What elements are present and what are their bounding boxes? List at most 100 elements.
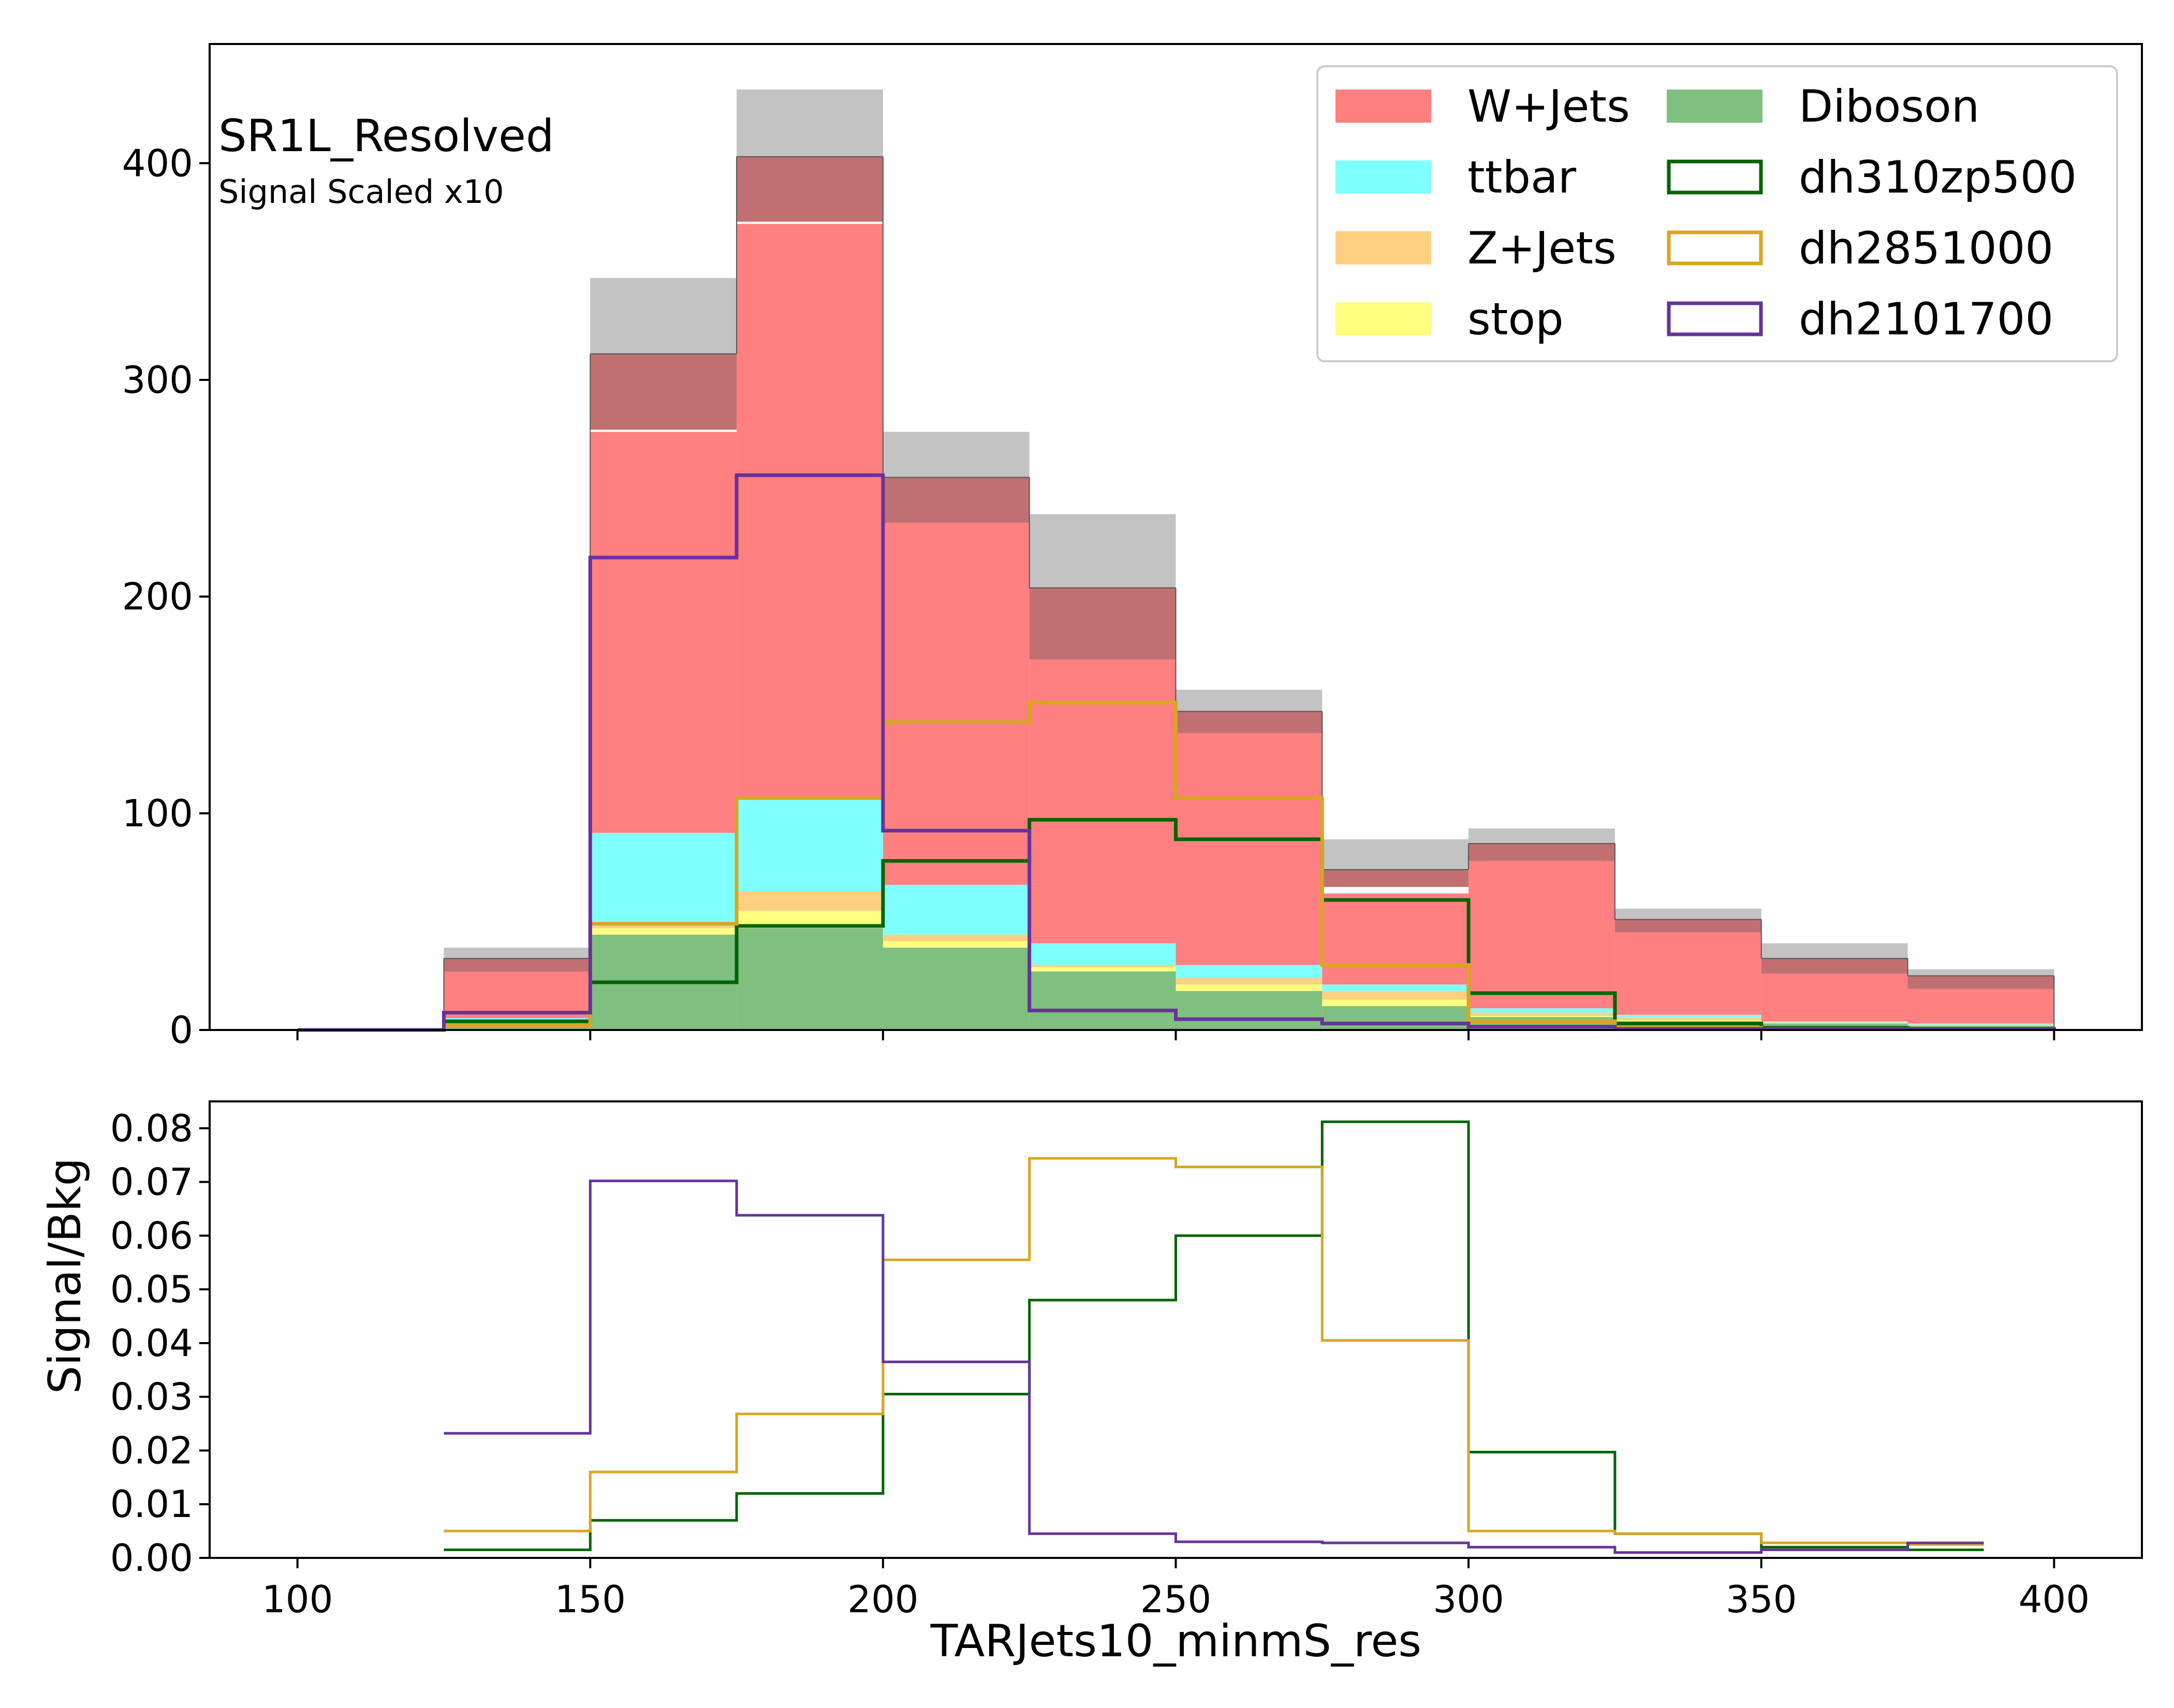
bar-stop-bin-9 bbox=[1614, 1020, 1761, 1022]
band-outer-bin-7 bbox=[1322, 839, 1469, 870]
bottom-ytick-label-0.06: 0.06 bbox=[110, 1214, 193, 1257]
legend-label-diboson: Diboson bbox=[1799, 81, 1979, 132]
legend-swatch-z-jets bbox=[1335, 231, 1431, 264]
band-outer-bin-8 bbox=[1468, 828, 1615, 844]
band-inner-bin-7 bbox=[1322, 870, 1469, 887]
bar-ttbar-bin-3 bbox=[737, 798, 883, 892]
ratio-line-dh2101700 bbox=[444, 1180, 1984, 1554]
signal-line-dh2101700 bbox=[297, 473, 2056, 1032]
bottom-xtick-label-250: 250 bbox=[1140, 1578, 1211, 1621]
legend-label-w-jets: W+Jets bbox=[1467, 81, 1630, 132]
band-outer-bin-10 bbox=[1761, 943, 1908, 959]
bottom-y-ticks: 0.00 0.01 0.02 0.03 0.04 0.05 0.06 0.07 0.08 bbox=[110, 1107, 210, 1580]
bar-ttbar-bin-6 bbox=[1176, 965, 1323, 978]
bar-stop-bin-5 bbox=[1029, 967, 1176, 971]
band-outer-bin-3 bbox=[737, 89, 883, 157]
region-label: SR1L_Resolved bbox=[218, 110, 554, 162]
bar-diboson-bin-4 bbox=[883, 947, 1030, 1030]
bottom-xtick-label-400: 400 bbox=[2019, 1578, 2090, 1621]
bottom-x-ticks: 100 150 200 250 300 350 400 bbox=[262, 1558, 2090, 1621]
y-axis-label: Signal/Bkg bbox=[39, 1158, 91, 1394]
bar-stop-bin-2 bbox=[590, 928, 737, 935]
bar-stop-bin-8 bbox=[1468, 1015, 1615, 1017]
band-inner-bin-1 bbox=[444, 958, 591, 971]
bar-z-jets-bin-6 bbox=[1176, 978, 1323, 985]
signal-scale-note: Signal Scaled x10 bbox=[218, 173, 504, 211]
band-outer-bin-2 bbox=[590, 278, 737, 354]
band-outer-bin-1 bbox=[444, 947, 591, 959]
band-inner-bin-4 bbox=[883, 477, 1030, 523]
legend: W+Jets ttbar Z+Jets stop Diboson dh310zp500 dh… bbox=[1316, 65, 2118, 362]
bar-z-jets-bin-8 bbox=[1468, 1012, 1615, 1016]
top-y-ticks: 0 100 200 300 400 bbox=[122, 141, 210, 1052]
bar-w-jets-bin-5 bbox=[1029, 659, 1176, 944]
bar-stop-bin-4 bbox=[883, 941, 1030, 948]
band-inner-bin-9 bbox=[1614, 919, 1761, 933]
top-ytick-label-300: 300 bbox=[122, 358, 193, 402]
bar-w-jets-bin-7 bbox=[1322, 893, 1469, 985]
bottom-ytick-label-0.03: 0.03 bbox=[110, 1375, 193, 1419]
bar-w-jets-bin-1 bbox=[444, 968, 591, 1018]
bar-w-jets-bin-9 bbox=[1614, 932, 1761, 1015]
legend-box bbox=[1316, 65, 2118, 362]
legend-swatch-dh2101700 bbox=[1667, 301, 1763, 336]
bottom-ytick-label-0.00: 0.00 bbox=[110, 1536, 193, 1580]
bar-diboson-bin-3 bbox=[737, 928, 883, 1030]
bar-z-jets-bin-5 bbox=[1029, 965, 1176, 967]
bar-ttbar-bin-7 bbox=[1322, 984, 1469, 991]
top-ytick-label-400: 400 bbox=[122, 141, 193, 185]
band-inner-bin-2 bbox=[590, 354, 737, 430]
top-panel: 0 100 200 300 400 SR1L_Resolved Signal Scale… bbox=[122, 43, 2143, 1052]
bar-w-jets-bin-8 bbox=[1468, 861, 1615, 1009]
ratio-lines bbox=[444, 1120, 1984, 1554]
band-outer-bin-4 bbox=[883, 432, 1030, 478]
top-x-ticks bbox=[296, 1030, 2055, 1040]
bar-w-jets-bin-6 bbox=[1176, 733, 1323, 965]
top-ytick-label-0: 0 bbox=[169, 1008, 193, 1052]
bar-ttbar-bin-9 bbox=[1614, 1014, 1761, 1018]
bar-ttbar-bin-8 bbox=[1468, 1008, 1615, 1013]
bar-stop-bin-10 bbox=[1761, 1023, 1908, 1024]
bar-w-jets-bin-4 bbox=[883, 523, 1030, 885]
bar-stop-bin-11 bbox=[1907, 1025, 2054, 1026]
bar-ttbar-bin-4 bbox=[883, 885, 1030, 935]
bar-ttbar-bin-1 bbox=[444, 1018, 591, 1020]
legend-swatch-stop bbox=[1335, 302, 1431, 335]
band-inner-bin-6 bbox=[1176, 711, 1323, 733]
band-inner-bin-3 bbox=[737, 156, 883, 222]
legend-label-z-jets: Z+Jets bbox=[1467, 223, 1617, 274]
bar-ttbar-bin-10 bbox=[1761, 1021, 1908, 1023]
bar-ttbar-bin-11 bbox=[1907, 1023, 2054, 1025]
bar-z-jets-bin-7 bbox=[1322, 991, 1469, 1000]
bottom-panel: 0.00 0.01 0.02 0.03 0.04 0.05 0.06 0.07 0.08 100… bbox=[39, 1100, 2143, 1667]
top-ytick-label-200: 200 bbox=[122, 575, 193, 619]
bar-w-jets-bin-3 bbox=[737, 224, 883, 799]
bottom-xtick-label-200: 200 bbox=[847, 1578, 918, 1621]
bottom-xtick-label-100: 100 bbox=[262, 1578, 333, 1621]
bar-diboson-bin-5 bbox=[1029, 971, 1176, 1030]
bottom-ytick-label-0.01: 0.01 bbox=[110, 1482, 193, 1526]
legend-label-dh310zp500: dh310zp500 bbox=[1799, 152, 2077, 203]
bar-w-jets-bin-10 bbox=[1761, 974, 1908, 1022]
bar-z-jets-bin-4 bbox=[883, 934, 1030, 941]
band-inner-bin-10 bbox=[1761, 958, 1908, 974]
bar-w-jets-bin-11 bbox=[1907, 986, 2054, 1024]
band-outer-bin-5 bbox=[1029, 514, 1176, 588]
bar-z-jets-bin-9 bbox=[1614, 1018, 1761, 1021]
bar-stop-bin-7 bbox=[1322, 999, 1469, 1006]
bar-z-jets-bin-10 bbox=[1761, 1022, 1908, 1023]
legend-swatch-dh310zp500 bbox=[1667, 159, 1763, 195]
legend-swatch-diboson bbox=[1667, 90, 1762, 123]
bottom-xtick-label-300: 300 bbox=[1433, 1578, 1504, 1621]
bottom-ytick-label-0.07: 0.07 bbox=[110, 1160, 193, 1204]
bottom-ytick-label-0.04: 0.04 bbox=[110, 1321, 193, 1365]
bottom-ytick-label-0.02: 0.02 bbox=[110, 1429, 193, 1472]
bar-ttbar-bin-5 bbox=[1029, 943, 1176, 965]
legend-label-dh2851000: dh2851000 bbox=[1799, 223, 2053, 274]
legend-label-dh2101700: dh2101700 bbox=[1799, 293, 2053, 345]
bottom-xtick-label-350: 350 bbox=[1726, 1578, 1797, 1621]
bar-stop-bin-6 bbox=[1176, 984, 1323, 991]
bottom-ytick-label-0.08: 0.08 bbox=[110, 1107, 193, 1150]
band-outer-bin-9 bbox=[1614, 908, 1761, 920]
